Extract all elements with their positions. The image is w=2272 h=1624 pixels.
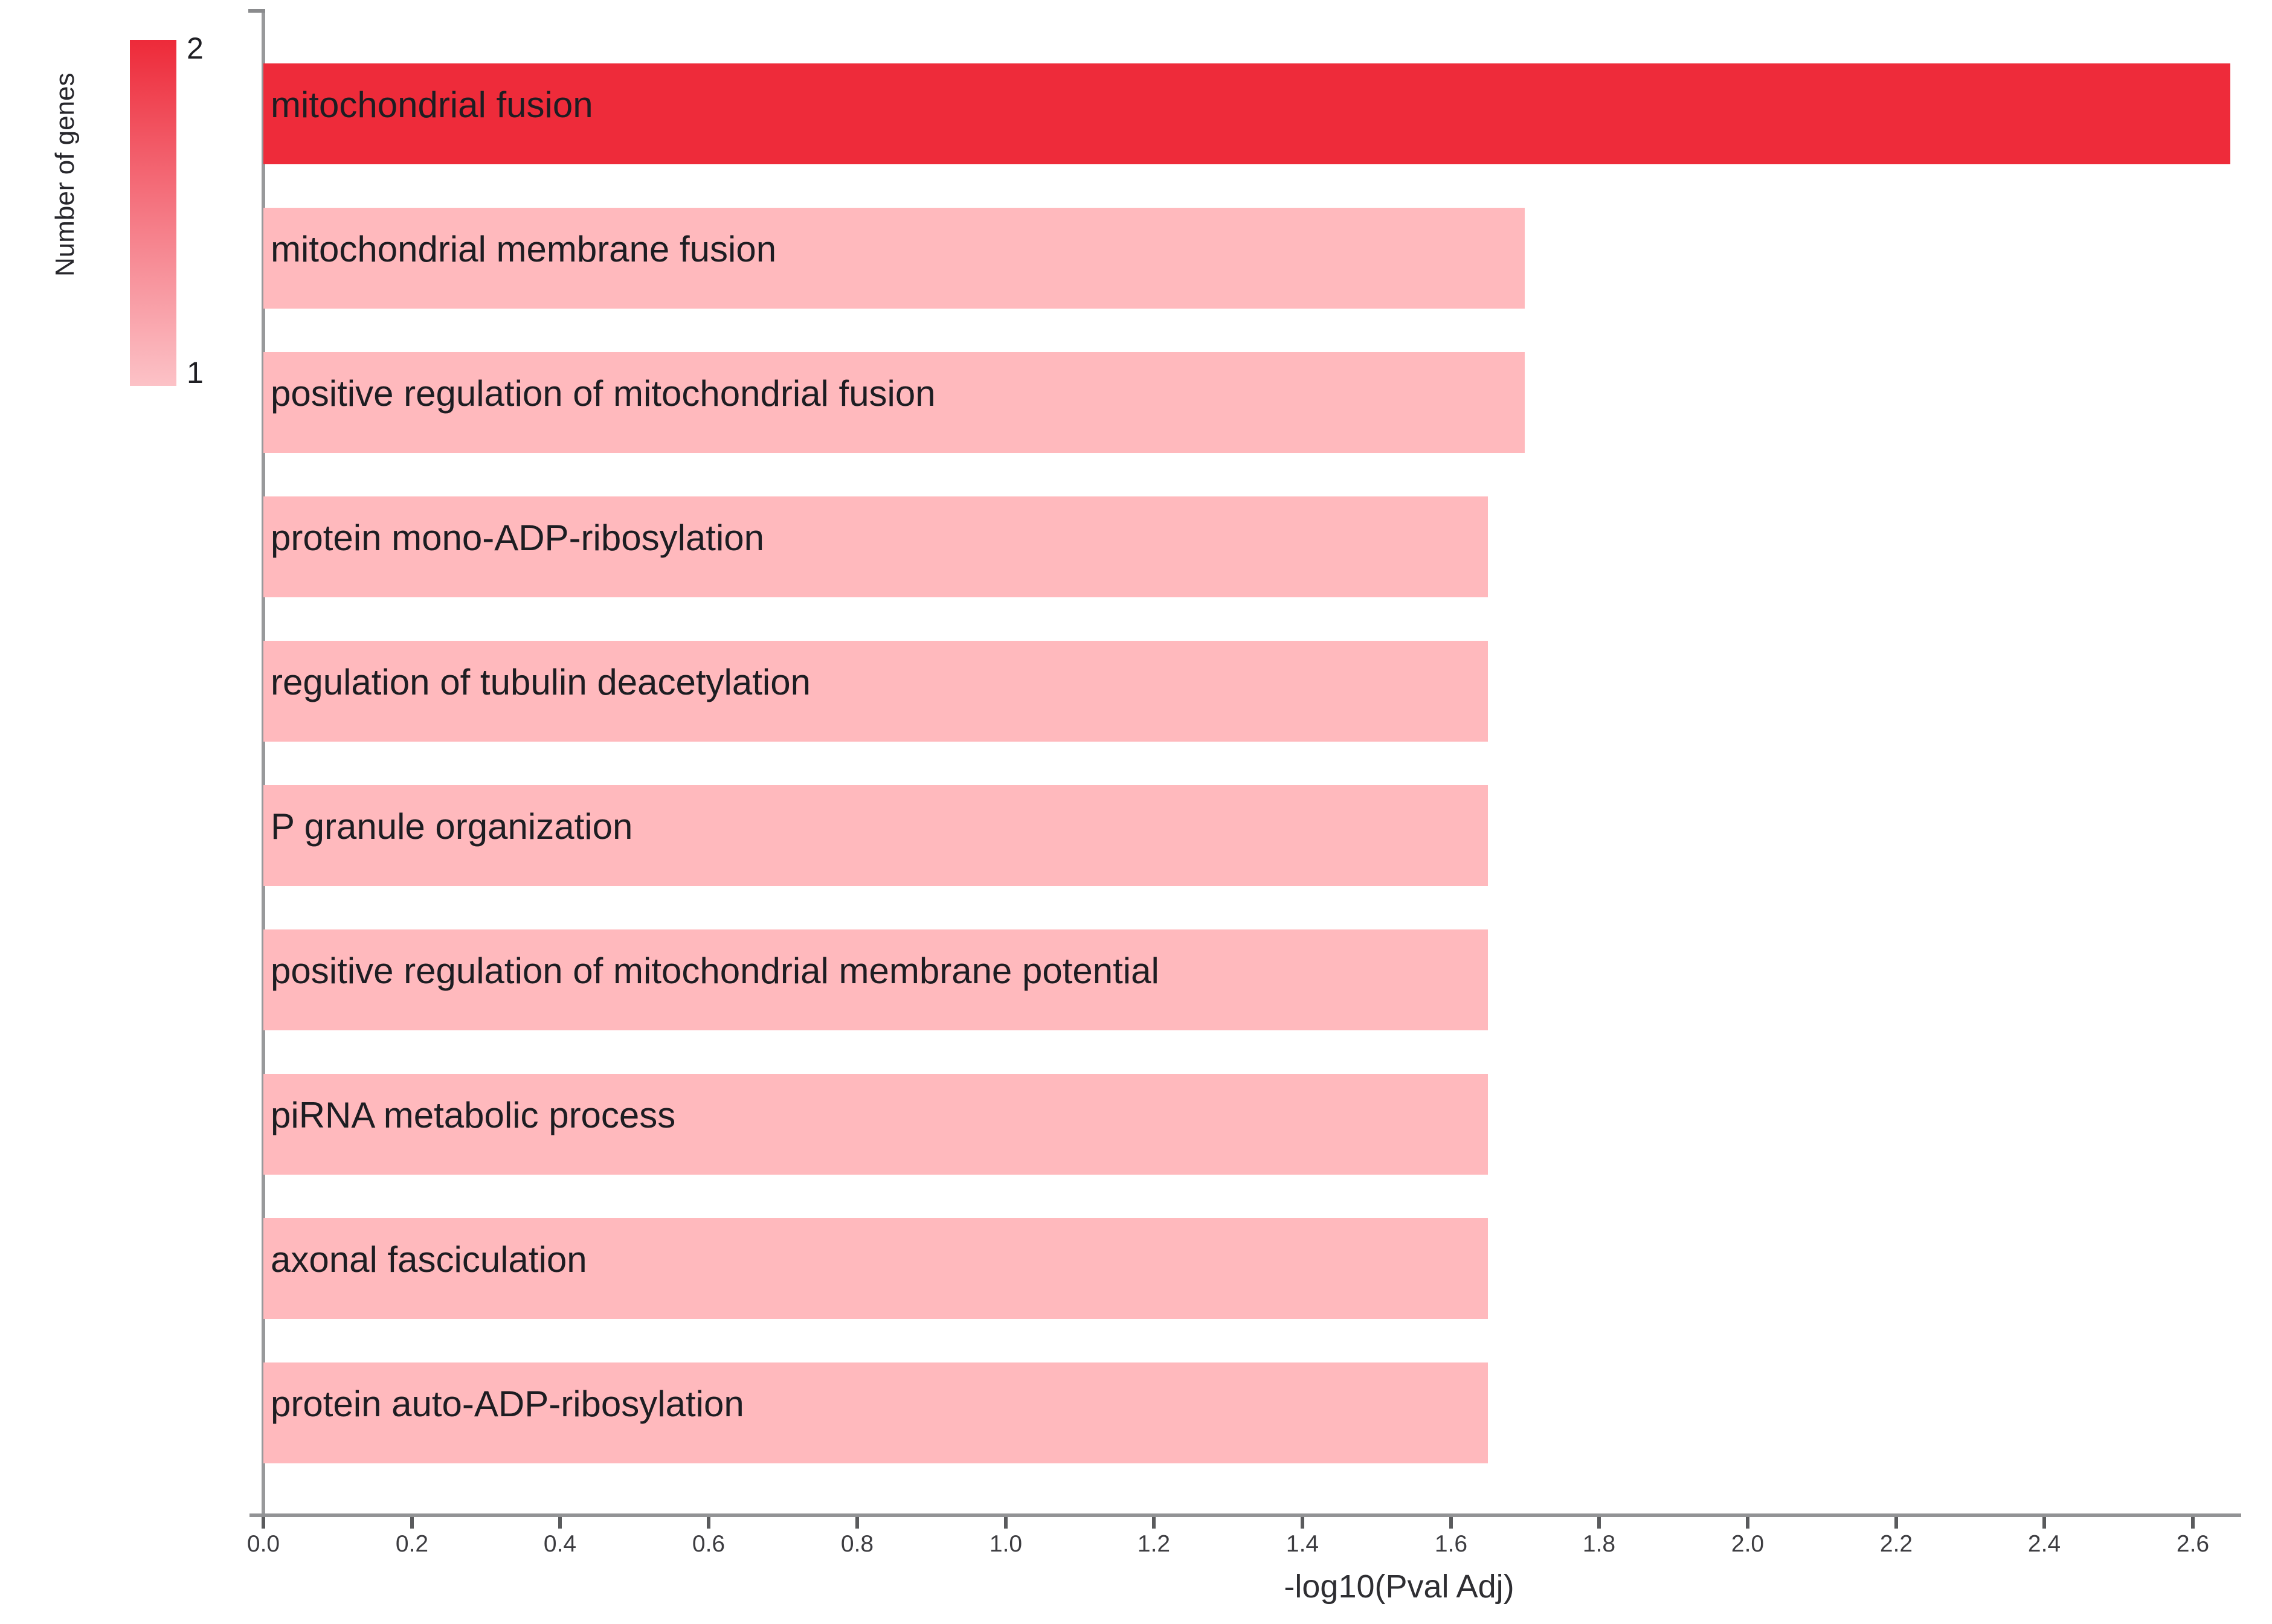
x-tick-label: 1.4 bbox=[1286, 1531, 1319, 1557]
x-tick-mark bbox=[262, 1517, 265, 1529]
x-tick-mark bbox=[2042, 1517, 2046, 1529]
y-axis-top-cap bbox=[248, 9, 265, 13]
bar-label: positive regulation of mitochondrial fus… bbox=[271, 373, 936, 414]
bar-label: mitochondrial fusion bbox=[271, 84, 593, 125]
bar-label: axonal fasciculation bbox=[271, 1239, 587, 1280]
bar bbox=[263, 63, 2230, 164]
bar-label: protein mono-ADP-ribosylation bbox=[271, 517, 765, 558]
bar-label: protein auto-ADP-ribosylation bbox=[271, 1383, 744, 1424]
x-tick-label: 0.8 bbox=[840, 1531, 874, 1557]
x-tick-mark bbox=[410, 1517, 414, 1529]
x-tick-label: 0.4 bbox=[543, 1531, 577, 1557]
bar bbox=[263, 785, 1488, 886]
x-tick-label: 0.6 bbox=[692, 1531, 726, 1557]
x-tick-label: 1.8 bbox=[1582, 1531, 1616, 1557]
x-tick-label: 2.0 bbox=[1731, 1531, 1765, 1557]
x-axis-title: -log10(Pval Adj) bbox=[1284, 1568, 1514, 1605]
x-tick-label: 1.2 bbox=[1137, 1531, 1171, 1557]
x-tick-label: 2.2 bbox=[1879, 1531, 1913, 1557]
bar bbox=[263, 641, 1488, 742]
x-tick-mark bbox=[1597, 1517, 1601, 1529]
x-tick-label: 1.0 bbox=[989, 1531, 1023, 1557]
x-tick-label: 2.4 bbox=[2027, 1531, 2061, 1557]
bar bbox=[263, 496, 1488, 597]
bar bbox=[263, 208, 1525, 309]
x-tick-label: 2.6 bbox=[2176, 1531, 2210, 1557]
x-tick-label: 1.6 bbox=[1434, 1531, 1468, 1557]
bar-label: regulation of tubulin deacetylation bbox=[271, 661, 811, 702]
x-tick-label: 0.0 bbox=[246, 1531, 280, 1557]
bar bbox=[263, 1362, 1488, 1463]
y-axis-line bbox=[262, 9, 265, 1517]
x-tick-mark bbox=[707, 1517, 710, 1529]
bar-label: piRNA metabolic process bbox=[271, 1094, 676, 1135]
bar bbox=[263, 1218, 1488, 1319]
bar bbox=[263, 352, 1525, 453]
x-tick-mark bbox=[558, 1517, 562, 1529]
bar-label: positive regulation of mitochondrial mem… bbox=[271, 950, 1159, 991]
x-tick-label: 0.2 bbox=[395, 1531, 429, 1557]
x-tick-mark bbox=[1449, 1517, 1453, 1529]
legend-min-label: 1 bbox=[187, 356, 204, 390]
x-tick-mark bbox=[1152, 1517, 1156, 1529]
x-tick-mark bbox=[2191, 1517, 2195, 1529]
legend-max-label: 2 bbox=[187, 31, 204, 65]
x-tick-mark bbox=[1004, 1517, 1008, 1529]
bar bbox=[263, 929, 1488, 1030]
x-tick-mark bbox=[855, 1517, 859, 1529]
x-tick-mark bbox=[1301, 1517, 1304, 1529]
x-tick-mark bbox=[1746, 1517, 1749, 1529]
bar bbox=[263, 1074, 1488, 1175]
colorbar-gradient bbox=[130, 40, 176, 386]
bar-label: mitochondrial membrane fusion bbox=[271, 228, 777, 269]
x-tick-mark bbox=[1894, 1517, 1898, 1529]
x-axis-line bbox=[249, 1513, 2241, 1517]
legend-title: Number of genes bbox=[50, 72, 80, 277]
bar-label: P granule organization bbox=[271, 806, 633, 847]
